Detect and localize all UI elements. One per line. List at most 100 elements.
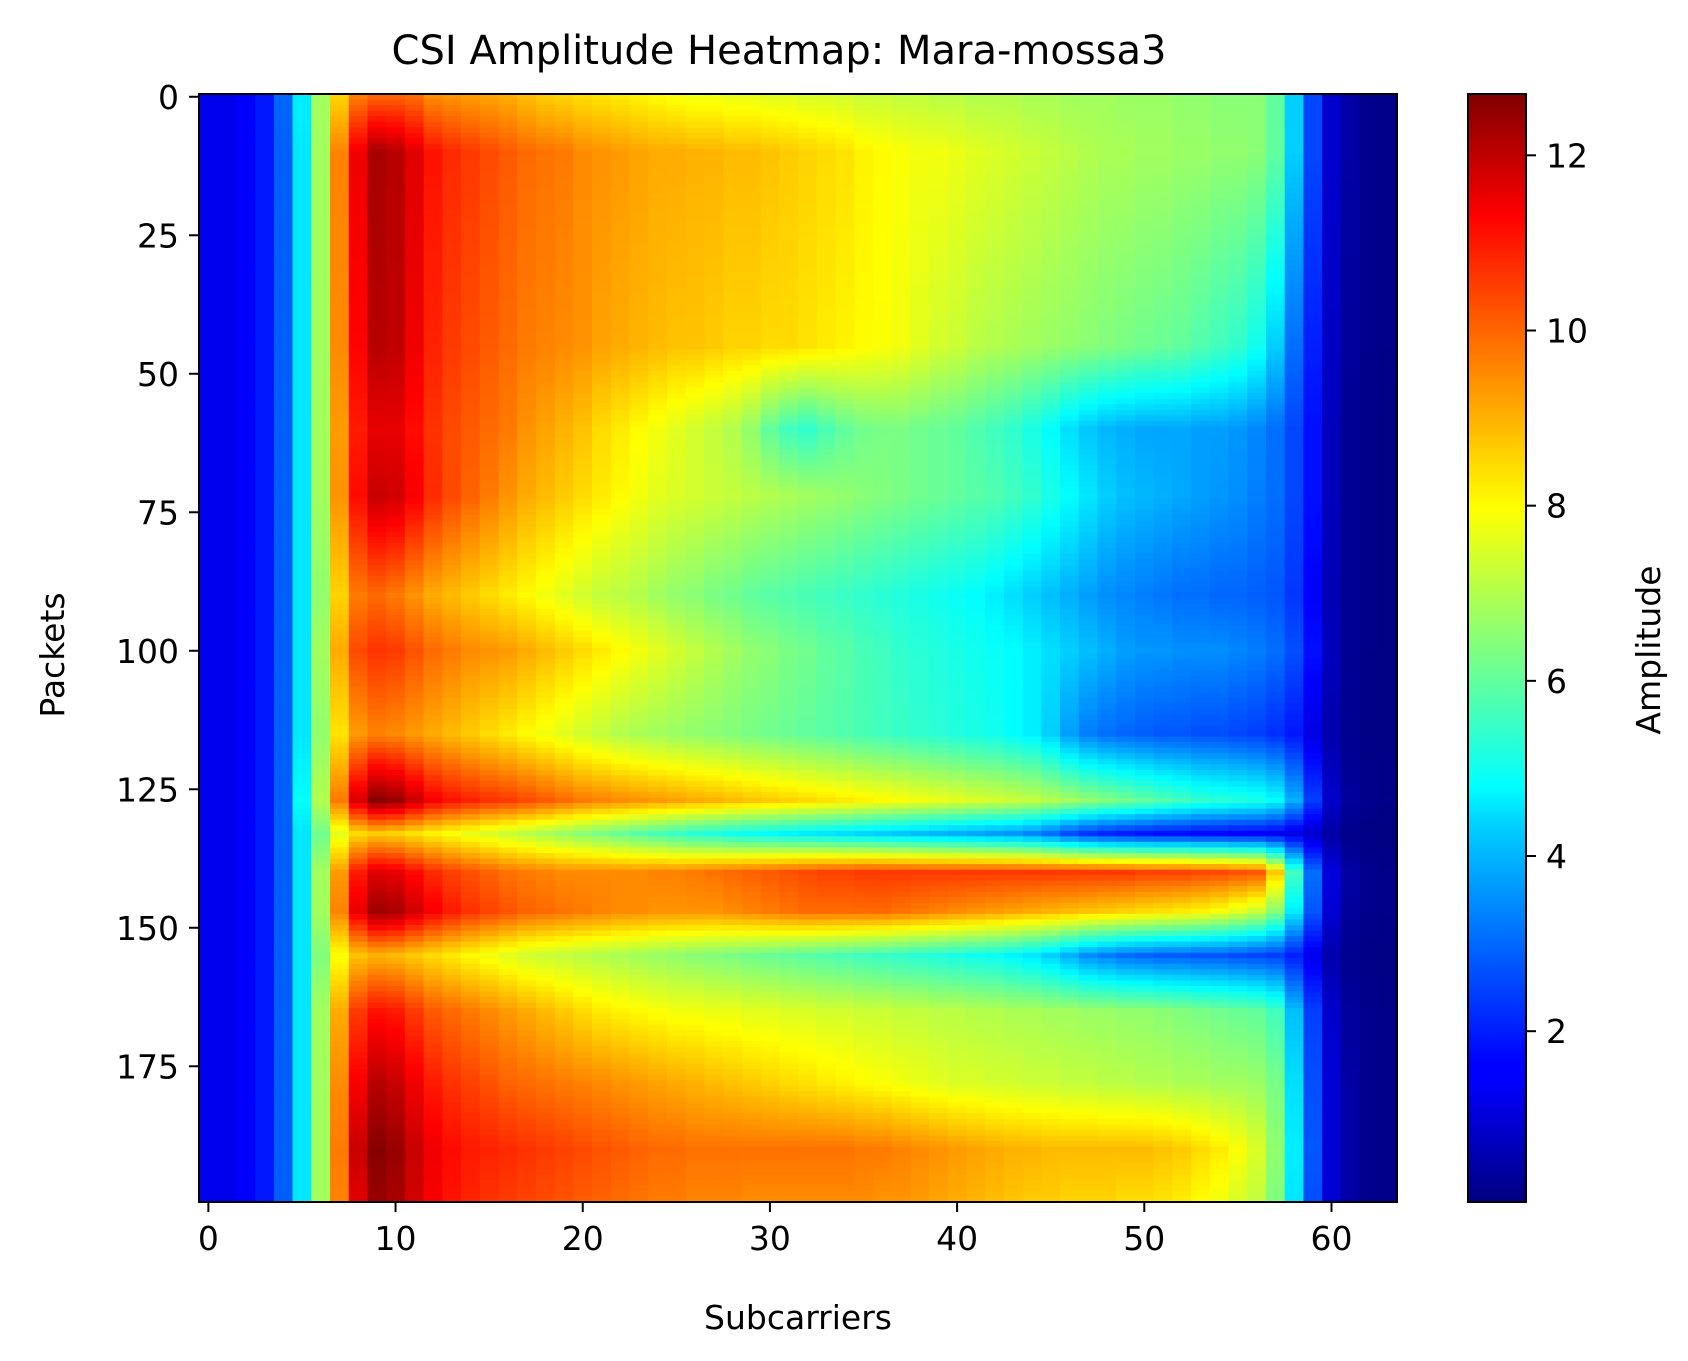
heatmap-cell [293, 177, 312, 183]
heatmap-cell [499, 233, 518, 239]
heatmap-cell [218, 216, 237, 222]
heatmap-cell [723, 133, 742, 139]
heatmap-cell [1303, 111, 1322, 117]
heatmap-cell [1172, 138, 1191, 144]
heatmap-cell [218, 227, 237, 233]
heatmap-cell [1303, 160, 1322, 166]
heatmap-cell [367, 155, 386, 161]
heatmap-cell [1079, 144, 1098, 150]
heatmap-cell [910, 216, 929, 222]
heatmap-cell [199, 210, 218, 216]
heatmap-cell [218, 177, 237, 183]
heatmap-cell [442, 238, 461, 244]
heatmap-cell [948, 205, 967, 211]
heatmap-cell [255, 144, 274, 150]
heatmap-cell [835, 172, 854, 178]
heatmap-cell [1060, 116, 1079, 122]
heatmap-cell [1285, 216, 1304, 222]
heatmap-cell [405, 199, 424, 205]
heatmap-cell [1154, 205, 1173, 211]
heatmap-cell [480, 100, 499, 106]
heatmap-cell [1060, 249, 1079, 255]
heatmap-cell [199, 111, 218, 117]
heatmap-cell [873, 133, 892, 139]
heatmap-cell [854, 205, 873, 211]
heatmap-cell [630, 166, 649, 172]
heatmap-cell [1247, 221, 1266, 227]
heatmap-cell [424, 221, 443, 227]
heatmap-cell [461, 249, 480, 255]
heatmap-cell [1229, 227, 1248, 233]
heatmap-cell [985, 111, 1004, 117]
heatmap-cell [386, 127, 405, 133]
heatmap-cell [686, 116, 705, 122]
heatmap-cell [1041, 172, 1060, 178]
heatmap-cell [1247, 177, 1266, 183]
heatmap-cell [555, 166, 574, 172]
heatmap-cell [966, 249, 985, 255]
heatmap-cell [704, 122, 723, 128]
heatmap-cell [330, 210, 349, 216]
heatmap-cell [311, 249, 330, 255]
heatmap-cell [274, 216, 293, 222]
heatmap-cell [218, 122, 237, 128]
heatmap-cell [779, 105, 798, 111]
heatmap-cell [1135, 244, 1154, 250]
heatmap-cell [1285, 238, 1304, 244]
heatmap-cell [236, 127, 255, 133]
heatmap-cell [892, 160, 911, 166]
heatmap-cell [873, 166, 892, 172]
heatmap-cell [1210, 111, 1229, 117]
heatmap-cell [573, 172, 592, 178]
heatmap-cell [611, 122, 630, 128]
heatmap-cell [835, 210, 854, 216]
heatmap-cell [1247, 111, 1266, 117]
heatmap-cell [611, 238, 630, 244]
heatmap-cell [873, 100, 892, 106]
heatmap-cell [648, 188, 667, 194]
heatmap-cell [798, 199, 817, 205]
heatmap-cell [1135, 188, 1154, 194]
heatmap-cell [573, 177, 592, 183]
heatmap-cell [1060, 210, 1079, 216]
heatmap-cell [704, 194, 723, 200]
heatmap-cell [966, 116, 985, 122]
heatmap-cell [1154, 188, 1173, 194]
heatmap-cell [1266, 188, 1285, 194]
heatmap-cell [686, 249, 705, 255]
heatmap-cell [349, 122, 368, 128]
heatmap-cell [592, 221, 611, 227]
heatmap-cell [817, 116, 836, 122]
heatmap-cell [835, 133, 854, 139]
heatmap-cell [1154, 172, 1173, 178]
heatmap-cell [910, 221, 929, 227]
heatmap-cell [1210, 244, 1229, 250]
heatmap-cell [236, 166, 255, 172]
heatmap-cell [1116, 249, 1135, 255]
heatmap-cell [761, 127, 780, 133]
heatmap-cell [386, 177, 405, 183]
heatmap-cell [1154, 210, 1173, 216]
heatmap-cell [704, 199, 723, 205]
heatmap-cell [293, 194, 312, 200]
heatmap-cell [1023, 127, 1042, 133]
heatmap-cell [1098, 177, 1117, 183]
heatmap-cell [573, 100, 592, 106]
heatmap-cell [405, 111, 424, 117]
heatmap-cell [555, 160, 574, 166]
heatmap-cell [1079, 105, 1098, 111]
heatmap-cell [1303, 216, 1322, 222]
heatmap-cell [910, 144, 929, 150]
heatmap-cell [704, 100, 723, 106]
heatmap-cell [1266, 144, 1285, 150]
heatmap-cell [293, 160, 312, 166]
heatmap-cell [255, 133, 274, 139]
heatmap-cell [386, 205, 405, 211]
heatmap-cell [1303, 100, 1322, 106]
heatmap-cell [985, 238, 1004, 244]
heatmap-cell [948, 188, 967, 194]
heatmap-cell [929, 188, 948, 194]
heatmap-cell [480, 183, 499, 189]
heatmap-cell [648, 138, 667, 144]
heatmap-cell [349, 133, 368, 139]
